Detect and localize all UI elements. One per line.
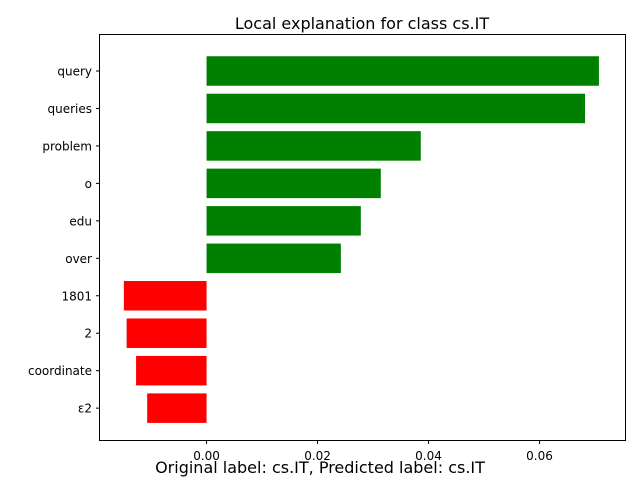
y-tick-label: 1801 bbox=[61, 289, 92, 303]
y-tick-label: problem bbox=[42, 139, 92, 153]
plot-frame bbox=[99, 34, 626, 441]
caption-labels: Original label: cs.IT, Predicted label: … bbox=[155, 458, 485, 477]
chart-title: Local explanation for class cs.IT bbox=[235, 14, 490, 33]
bar-ε2 bbox=[147, 393, 207, 423]
y-tick-label: queries bbox=[47, 102, 92, 116]
bar-coordinate bbox=[136, 355, 207, 386]
y-tick-label: edu bbox=[69, 214, 92, 228]
bar-problem bbox=[206, 131, 421, 161]
x-tick-label: 0.04 bbox=[415, 449, 442, 463]
x-axis: 0.00 0.02 0.04 0.06 bbox=[193, 440, 553, 463]
bar-queries bbox=[206, 93, 586, 124]
y-tick-label: o bbox=[85, 177, 92, 191]
bars-group bbox=[123, 56, 599, 423]
x-tick-label: 0.00 bbox=[193, 449, 220, 463]
bar-query bbox=[206, 56, 599, 86]
y-tick-label: ε2 bbox=[78, 402, 92, 416]
bar-o bbox=[206, 168, 381, 199]
bar-over bbox=[206, 243, 341, 274]
x-tick-label: 0.02 bbox=[304, 449, 331, 463]
bar-edu bbox=[206, 206, 361, 236]
x-tick-label: 0.06 bbox=[526, 449, 553, 463]
y-tick-label: over bbox=[65, 252, 92, 266]
y-tick-label: query bbox=[57, 65, 92, 79]
y-tick-label: 2 bbox=[84, 327, 92, 341]
y-tick-label: coordinate bbox=[28, 364, 92, 378]
y-axis: query queries problem o edu over 1801 2 coordina… bbox=[28, 65, 100, 416]
bar-2 bbox=[126, 318, 207, 348]
bar-1801 bbox=[123, 281, 207, 311]
